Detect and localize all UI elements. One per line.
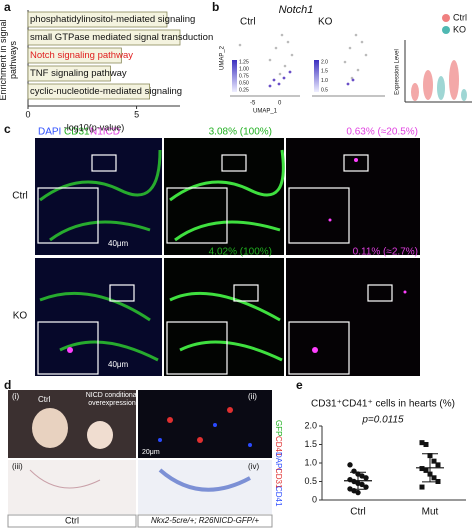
percent: 4.02% (100%): [209, 247, 272, 258]
stain-label: CD41: [274, 486, 283, 507]
point: [363, 475, 369, 481]
chart-title: CD31⁺CD41⁺ cells in hearts (%): [311, 399, 455, 410]
bar: [27, 47, 122, 64]
stain-label: CD41: [274, 436, 283, 457]
channel-label: CD31: [64, 127, 90, 138]
umap-dots: [238, 33, 368, 80]
b-title: Notch1: [279, 4, 314, 16]
photo-index: (ii): [248, 392, 257, 401]
channel-label: DAPI: [38, 127, 61, 138]
x-tick-label: Mut: [422, 507, 439, 518]
colorbar-label: 1.00: [239, 66, 249, 72]
umap-xlabel: UMAP_1: [253, 109, 278, 115]
y-tick-label: 2.0: [304, 420, 317, 430]
point: [363, 484, 369, 490]
x-tick-label: 0: [25, 109, 30, 119]
x-axis-label: -log10(p-value): [64, 122, 125, 132]
legend-swatch: [442, 26, 450, 34]
percent: 3.08% (100%): [209, 127, 272, 138]
umap-tick: -5: [250, 101, 256, 107]
bar: [27, 65, 111, 82]
colorbar-label: 0.75: [239, 73, 249, 79]
genotype: Nkx2-5cre/+; R26NICD-GFP/+: [151, 516, 259, 525]
colorbar-label: 0.5: [321, 87, 328, 93]
point: [419, 484, 425, 490]
colorbar-label: 1.25: [239, 59, 249, 65]
umap-ctrl: [228, 20, 306, 96]
scale-bar-label: 40μm: [108, 360, 129, 369]
panel-label: b: [212, 0, 219, 14]
row-label: KO: [13, 311, 28, 322]
colorbar: [314, 60, 319, 92]
genotype-box: [137, 514, 273, 528]
panel-label: d: [4, 378, 11, 392]
violins: [411, 60, 467, 101]
y-tick-label: 1.5: [304, 439, 317, 449]
violin-ylabel: Expression Level: [395, 49, 401, 95]
point: [431, 458, 437, 464]
genotype-box: [7, 514, 137, 528]
umap-ctrl-label: Ctrl: [240, 17, 256, 28]
point: [431, 475, 437, 481]
legend-swatch: [442, 14, 450, 22]
photos: [8, 390, 272, 514]
point: [347, 462, 353, 468]
y-tick-label: 0: [312, 494, 317, 504]
y-tick-label: 1.0: [304, 457, 317, 467]
umap-ko-label: KO: [318, 17, 333, 28]
point: [435, 462, 441, 468]
photo-index: (i): [12, 392, 19, 401]
x-tick-label: 5: [134, 109, 139, 119]
photo-label: Ctrl: [38, 395, 51, 404]
colorbar-label: 1.0: [321, 78, 328, 84]
stain-label: GFP: [274, 420, 283, 436]
stain-label: DAPI: [274, 452, 283, 471]
bar: [27, 11, 168, 28]
point: [423, 442, 429, 447]
point: [423, 467, 429, 473]
scale-bar-label: 40μm: [108, 239, 129, 248]
colorbar-label: 1.5: [321, 69, 328, 75]
colorbar-label: 0.25: [239, 87, 249, 93]
umap-expr: [268, 70, 355, 88]
colorbar-label: 0.50: [239, 80, 249, 86]
channel-label: N1ICD: [90, 127, 120, 138]
bar: [27, 29, 181, 46]
umap-ylabel: UMAP_2: [220, 45, 226, 70]
photo-index: (iii): [12, 462, 23, 471]
annotation: p=0.0115: [361, 415, 404, 426]
point: [355, 489, 361, 496]
bar-label: phosphatidylinositol-mediated signaling: [30, 14, 195, 25]
micrographs: [35, 138, 420, 376]
legend-label: Ctrl: [453, 12, 467, 22]
a-ylabel: Enrichment in signal pathways: [0, 19, 18, 101]
point: [419, 440, 425, 446]
bar: [27, 83, 150, 100]
scale-bar-label: 20μm: [142, 449, 160, 456]
legend-label: KO: [453, 24, 466, 34]
genotype: Ctrl: [65, 515, 79, 525]
bar-label: TNF signaling pathway: [30, 68, 127, 79]
point: [359, 481, 365, 488]
x-tick-label: Ctrl: [350, 507, 366, 518]
umap-tick: 0: [278, 101, 282, 107]
y-tick-label: 0.5: [304, 476, 317, 486]
panel-label: a: [4, 0, 11, 14]
photo-label: NICD conditional overexpression: [85, 392, 139, 407]
row-label: Ctrl: [12, 191, 28, 202]
photo-index: (iv): [248, 462, 259, 471]
percent: 0.11% (≈2.7%): [353, 247, 418, 258]
point: [419, 466, 425, 472]
percent: 0.63% (≈20.5%): [346, 127, 418, 138]
bar-label: small GTPase mediated signal transductio…: [30, 32, 213, 43]
bar-label: cyclic-nucleotide-mediated signaling: [30, 86, 182, 97]
panel-label: e: [296, 378, 303, 392]
colorbar-label: 2.0: [321, 59, 328, 65]
stain-label: CD31: [274, 468, 283, 489]
bar-label: Notch signaling pathway: [30, 50, 133, 61]
colorbar: [232, 60, 237, 92]
panel-label: c: [4, 122, 11, 136]
